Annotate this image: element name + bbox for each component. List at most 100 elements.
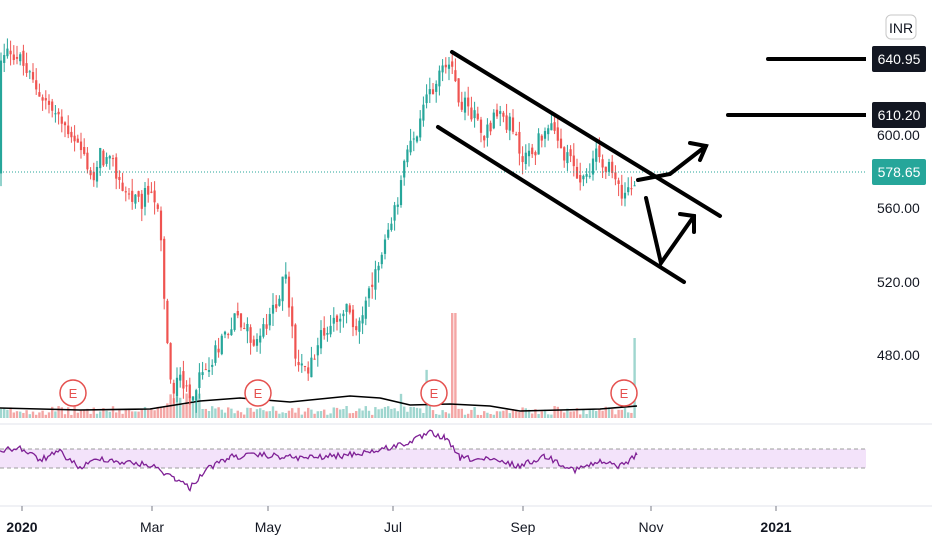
candle-body [518, 131, 521, 154]
candle-body [319, 330, 323, 349]
candle-body [3, 55, 6, 63]
volume-bar [159, 408, 163, 418]
volume-bar [22, 412, 25, 418]
candle-body [179, 374, 182, 381]
candle-body [278, 298, 281, 306]
candle-body [297, 362, 300, 366]
candle-body [339, 318, 342, 322]
volume-bar [543, 409, 547, 418]
candle-body [143, 187, 147, 207]
candle-body [243, 328, 246, 330]
volume-bar [38, 412, 41, 418]
volume-bar [463, 414, 467, 418]
candle-body [607, 161, 611, 172]
volume-bar [393, 408, 396, 418]
candle-body [19, 54, 22, 62]
candle-body [281, 276, 284, 302]
breakout-arrow-up-head [688, 141, 709, 162]
earnings-marker[interactable]: E [420, 379, 448, 407]
candle-body [412, 138, 415, 140]
candle-body [502, 112, 505, 117]
candle-body [374, 269, 377, 290]
candle-body [447, 64, 451, 69]
volume-bar [553, 406, 556, 418]
volume-bar [390, 408, 393, 418]
candle-body [9, 50, 12, 55]
candle-body [531, 147, 534, 155]
volume-bar [633, 338, 636, 418]
volume-bar [191, 396, 195, 418]
volume-bar [284, 412, 287, 418]
earnings-marker[interactable]: E [59, 379, 87, 407]
candle-body [316, 345, 319, 356]
currency-badge[interactable]: INR [885, 14, 917, 40]
volume-bar [492, 414, 495, 418]
volume-bar [531, 413, 534, 418]
volume-bar [406, 411, 409, 418]
volume-bar [6, 409, 9, 418]
volume-bar [137, 411, 140, 418]
volume-bar [246, 407, 249, 418]
earnings-label: E [69, 386, 78, 401]
candle-body [57, 111, 60, 115]
candle-body [515, 133, 518, 136]
volume-bar [412, 407, 415, 418]
candle-body [198, 372, 201, 388]
volume-bar [470, 409, 473, 418]
time-tick: 2021 [760, 519, 791, 535]
candle-body [166, 300, 169, 344]
volume-bar [527, 409, 531, 418]
volume-bar [547, 414, 550, 418]
volume-bar [588, 409, 591, 418]
volume-bar [460, 408, 463, 418]
earnings-marker[interactable]: E [244, 379, 272, 407]
candle-body [550, 123, 553, 131]
volume-bar [310, 409, 313, 418]
price-tag-level-610: 610.20 [872, 102, 926, 128]
candle-body [563, 147, 566, 161]
candle-body [54, 113, 57, 115]
candle-body [76, 138, 79, 143]
volume-bar [143, 406, 147, 418]
volume-bar [467, 413, 470, 418]
candle-body [575, 166, 579, 179]
volume-bar [473, 407, 476, 418]
earnings-marker[interactable]: E [610, 379, 638, 407]
volume-bar [627, 412, 630, 418]
candle-body [303, 365, 307, 367]
volume-bar [89, 413, 92, 418]
volume-bar [300, 414, 303, 418]
time-axis[interactable]: 2020 Mar May Jul Sep Nov 2021 [6, 506, 792, 535]
channel-lower-line [436, 125, 686, 284]
time-tick: 2020 [6, 519, 37, 535]
earnings-markers[interactable]: E E E E [59, 379, 638, 407]
volume-bar [268, 411, 271, 418]
volume-bar [601, 410, 604, 418]
candle-body [47, 100, 51, 105]
time-tick: Sep [511, 519, 536, 535]
volume-bar [265, 411, 268, 418]
candle-body [191, 396, 195, 400]
volume-bar [364, 406, 367, 418]
candle-body [182, 371, 185, 389]
candle-body [623, 192, 627, 199]
candle-body [223, 331, 227, 335]
candle-body [121, 182, 124, 191]
candle-body [172, 382, 175, 394]
candle-body [505, 115, 508, 130]
candle-body [540, 135, 543, 141]
volume-bar [582, 409, 585, 418]
volume-bar [95, 413, 99, 418]
price-scale[interactable]: INR 600.00 560.00 520.00 480.00 640.95 6… [866, 0, 932, 550]
volume-bar [345, 406, 348, 418]
candle-body [553, 122, 556, 131]
candle-body [236, 310, 239, 316]
volume-bar [518, 412, 521, 418]
volume-bar [630, 412, 633, 418]
volume-bar [435, 414, 438, 418]
candle-body [595, 148, 598, 162]
volume-bar [198, 393, 201, 418]
volume-bar [255, 409, 259, 418]
candle-body [473, 110, 476, 119]
